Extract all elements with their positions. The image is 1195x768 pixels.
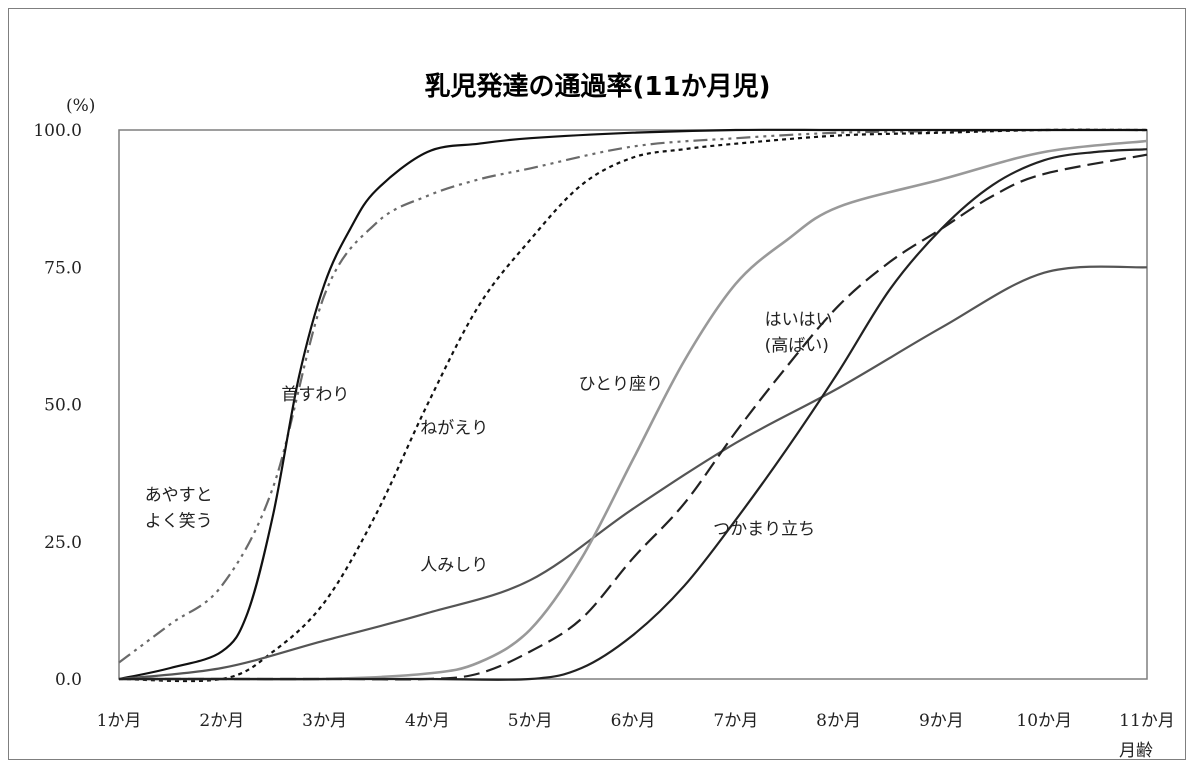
series-group [118,128,1148,683]
chart-title: 乳児発達の通過率(11か月児) [424,72,771,102]
curve-label-haihai: はいはい [765,310,833,330]
y-tick-label: 0.0 [55,670,82,690]
curve-label-negaeri: ねがえり [420,419,488,439]
x-tick-label: 5か月 [508,711,553,731]
curve-label-ayasu: よく笑う [145,512,213,532]
x-tick-label: 8か月 [816,711,861,731]
series-line-negaeri [118,128,1148,683]
curve-label-kubisuwari: 首すわり [281,385,349,405]
x-tick-label: 3か月 [302,711,347,731]
y-tick-label: 75.0 [44,258,82,278]
series-line-kubisuwari [118,128,1147,681]
chart-frame [8,8,1186,760]
plot-area [118,129,1148,680]
y-axis-unit-label: (%) [66,96,95,116]
x-tick-label: 9か月 [919,711,964,731]
curve-label-hitorizuwari: ひとり座り [579,375,664,395]
series-line-tsukamaridachi [119,148,1148,681]
series-line-ayasu [118,128,1148,664]
x-tick-labels: 1か月 2か月 3か月 4か月 5か月 6か月 7か月 8か月 9か月 10か月 11か月 [97,711,1175,731]
x-tick-label: 11か月 [1119,711,1175,731]
x-tick-label: 7か月 [713,711,758,731]
curve-label-haihai: (高ばい) [765,336,829,356]
series-line-hitomishiri [118,265,1148,681]
y-tick-label: 50.0 [44,396,82,416]
x-tick-label: 2か月 [199,711,244,731]
curve-label-tsukamaridachi: つかまり立ち [713,520,815,540]
x-tick-label: 10か月 [1016,711,1072,731]
x-tick-label: 4か月 [405,711,450,731]
x-axis-label: 月齢 [1119,741,1153,761]
series-line-hitorizuwari [119,139,1148,681]
x-tick-label: 1か月 [97,711,142,731]
y-tick-label: 100.0 [33,121,82,141]
y-tick-label: 25.0 [44,533,82,553]
curve-label-hitomishiri: 人みしり [420,555,488,575]
x-tick-label: 6か月 [611,711,656,731]
series-line-haihai [119,153,1148,681]
curve-label-ayasu: あやすと [145,486,213,506]
y-tick-labels: 0.0 25.0 50.0 75.0 100.0 [33,121,82,690]
